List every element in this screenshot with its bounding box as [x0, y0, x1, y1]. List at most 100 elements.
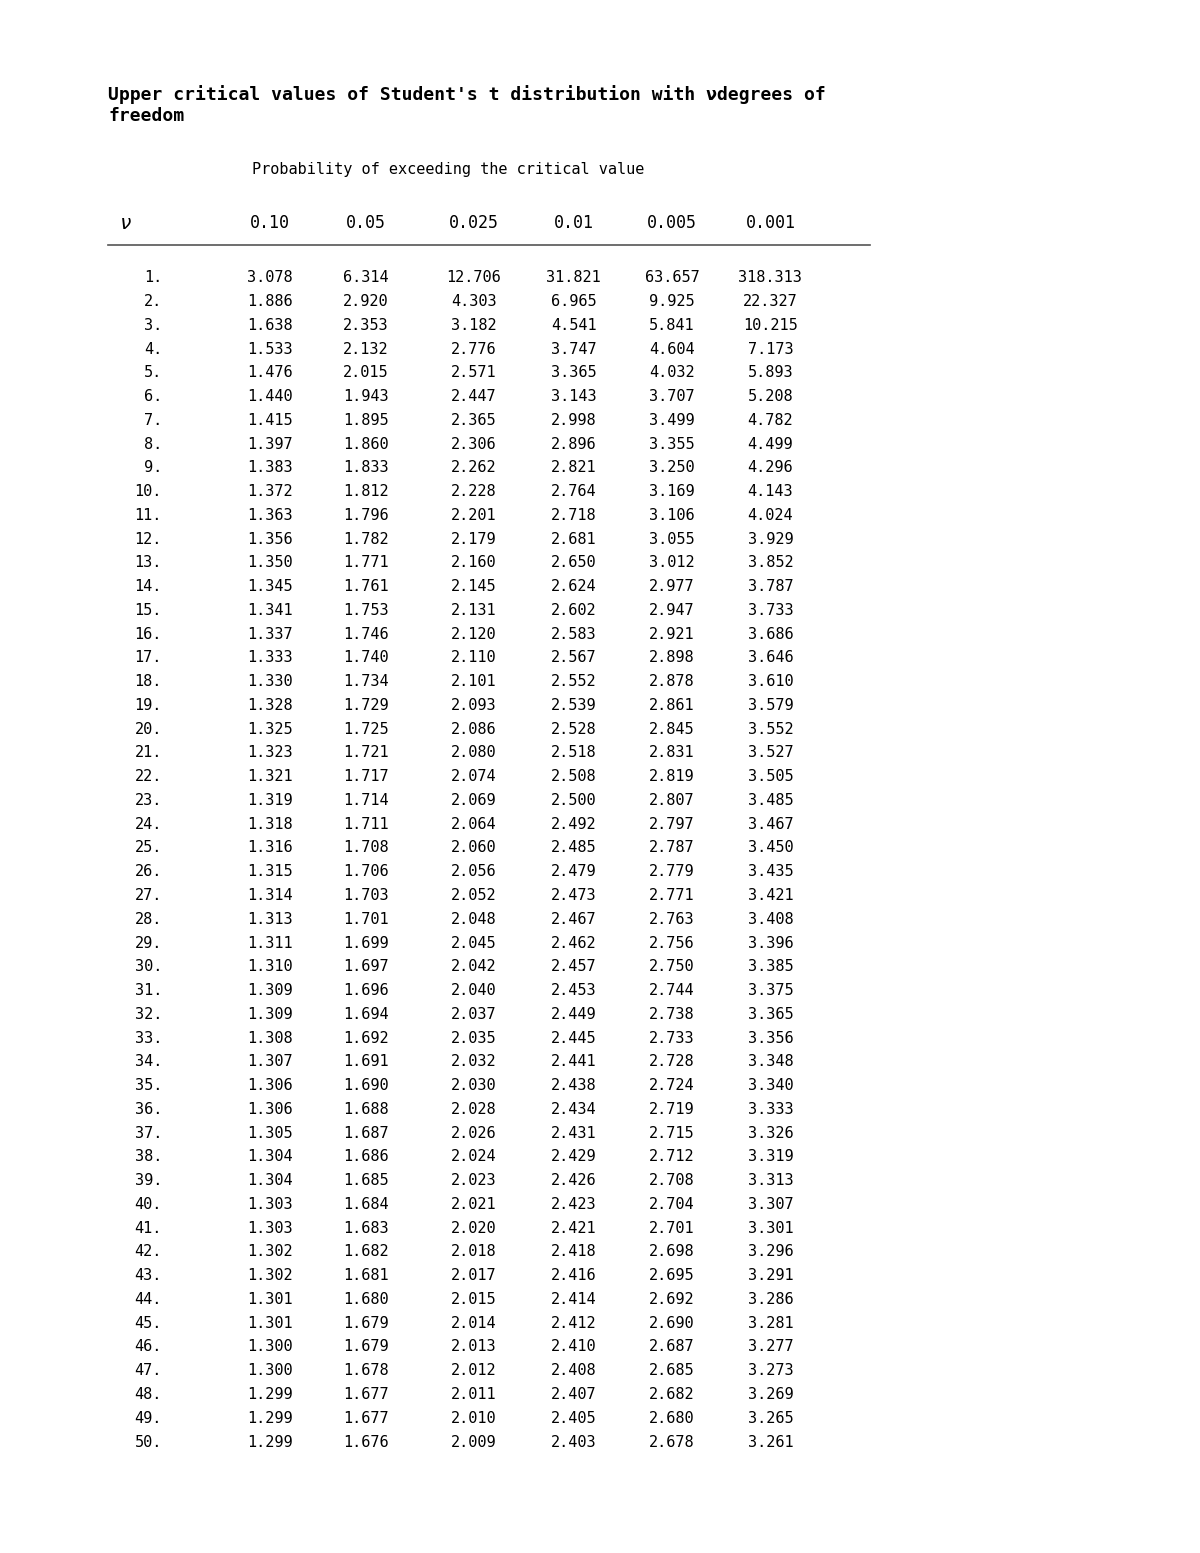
Text: 2.485: 2.485 [551, 840, 596, 856]
Text: 1.316: 1.316 [247, 840, 293, 856]
Text: 32.: 32. [134, 1006, 162, 1022]
Text: 2.012: 2.012 [451, 1364, 497, 1378]
Text: 1.746: 1.746 [343, 626, 389, 641]
Text: 2.708: 2.708 [649, 1173, 695, 1188]
Text: 2.306: 2.306 [451, 436, 497, 452]
Text: 1.397: 1.397 [247, 436, 293, 452]
Text: 1.533: 1.533 [247, 342, 293, 357]
Text: 42.: 42. [134, 1244, 162, 1259]
Text: 1.304: 1.304 [247, 1173, 293, 1188]
Text: 3.319: 3.319 [748, 1149, 793, 1165]
Text: 3.333: 3.333 [748, 1103, 793, 1117]
Text: 3.396: 3.396 [748, 935, 793, 950]
Text: 4.541: 4.541 [551, 318, 596, 332]
Text: 2.026: 2.026 [451, 1126, 497, 1140]
Text: 3.143: 3.143 [551, 390, 596, 404]
Text: 24.: 24. [134, 817, 162, 832]
Text: 2.552: 2.552 [551, 674, 596, 690]
Text: 3.250: 3.250 [649, 460, 695, 475]
Text: 2.262: 2.262 [451, 460, 497, 475]
Text: 17.: 17. [134, 651, 162, 665]
Text: 5.: 5. [144, 365, 162, 380]
Text: 2.024: 2.024 [451, 1149, 497, 1165]
Text: 2.473: 2.473 [551, 888, 596, 902]
Text: 5.208: 5.208 [748, 390, 793, 404]
Text: 1.714: 1.714 [343, 794, 389, 808]
Text: 2.719: 2.719 [649, 1103, 695, 1117]
Text: 1.725: 1.725 [343, 722, 389, 736]
Text: 6.965: 6.965 [551, 294, 596, 309]
Text: 1.310: 1.310 [247, 960, 293, 974]
Text: 12.: 12. [134, 531, 162, 547]
Text: 2.692: 2.692 [649, 1292, 695, 1308]
Text: 1.729: 1.729 [343, 697, 389, 713]
Text: 0.05: 0.05 [346, 214, 386, 233]
Text: 2.947: 2.947 [649, 603, 695, 618]
Text: 1.301: 1.301 [247, 1315, 293, 1331]
Text: 3.273: 3.273 [748, 1364, 793, 1378]
Text: 2.678: 2.678 [649, 1435, 695, 1449]
Text: 1.681: 1.681 [343, 1269, 389, 1283]
Text: 1.299: 1.299 [247, 1410, 293, 1426]
Text: 2.017: 2.017 [451, 1269, 497, 1283]
Text: 2.018: 2.018 [451, 1244, 497, 1259]
Text: 2.624: 2.624 [551, 579, 596, 595]
Text: 2.518: 2.518 [551, 745, 596, 761]
Text: 3.291: 3.291 [748, 1269, 793, 1283]
Text: 31.: 31. [134, 983, 162, 999]
Text: 1.683: 1.683 [343, 1221, 389, 1236]
Text: 45.: 45. [134, 1315, 162, 1331]
Text: 3.787: 3.787 [748, 579, 793, 595]
Text: 1.309: 1.309 [247, 983, 293, 999]
Text: 5.841: 5.841 [649, 318, 695, 332]
Text: 2.500: 2.500 [551, 794, 596, 808]
Text: 1.886: 1.886 [247, 294, 293, 309]
Text: 3.408: 3.408 [748, 912, 793, 927]
Text: 23.: 23. [134, 794, 162, 808]
Text: 2.682: 2.682 [649, 1387, 695, 1402]
Text: 2.921: 2.921 [649, 626, 695, 641]
Text: 2.977: 2.977 [649, 579, 695, 595]
Text: 2.410: 2.410 [551, 1339, 596, 1354]
Text: 1.699: 1.699 [343, 935, 389, 950]
Text: 50.: 50. [134, 1435, 162, 1449]
Text: 1.701: 1.701 [343, 912, 389, 927]
Text: 1.690: 1.690 [343, 1078, 389, 1093]
Text: 2.160: 2.160 [451, 556, 497, 570]
Text: 1.860: 1.860 [343, 436, 389, 452]
Text: 4.: 4. [144, 342, 162, 357]
Text: 2.365: 2.365 [451, 413, 497, 427]
Text: 3.707: 3.707 [649, 390, 695, 404]
Text: 14.: 14. [134, 579, 162, 595]
Text: 2.821: 2.821 [551, 460, 596, 475]
Text: 2.426: 2.426 [551, 1173, 596, 1188]
Text: 2.539: 2.539 [551, 697, 596, 713]
Text: 1.321: 1.321 [247, 769, 293, 784]
Text: 36.: 36. [134, 1103, 162, 1117]
Text: 2.037: 2.037 [451, 1006, 497, 1022]
Text: 2.013: 2.013 [451, 1339, 497, 1354]
Text: 2.445: 2.445 [551, 1031, 596, 1045]
Text: 10.: 10. [134, 485, 162, 499]
Text: 3.277: 3.277 [748, 1339, 793, 1354]
Text: 3.505: 3.505 [748, 769, 793, 784]
Text: 1.383: 1.383 [247, 460, 293, 475]
Text: 1.692: 1.692 [343, 1031, 389, 1045]
Text: 3.313: 3.313 [748, 1173, 793, 1188]
Text: 2.080: 2.080 [451, 745, 497, 761]
Text: 2.571: 2.571 [451, 365, 497, 380]
Text: 1.684: 1.684 [343, 1197, 389, 1211]
Text: 3.348: 3.348 [748, 1054, 793, 1070]
Text: 2.028: 2.028 [451, 1103, 497, 1117]
Text: 3.450: 3.450 [748, 840, 793, 856]
Text: 63.657: 63.657 [644, 270, 700, 286]
Text: 9.925: 9.925 [649, 294, 695, 309]
Text: 2.744: 2.744 [649, 983, 695, 999]
Text: 2.687: 2.687 [649, 1339, 695, 1354]
Text: 1.328: 1.328 [247, 697, 293, 713]
Text: 1.315: 1.315 [247, 865, 293, 879]
Text: 2.110: 2.110 [451, 651, 497, 665]
Text: 3.: 3. [144, 318, 162, 332]
Text: 18.: 18. [134, 674, 162, 690]
Text: 2.724: 2.724 [649, 1078, 695, 1093]
